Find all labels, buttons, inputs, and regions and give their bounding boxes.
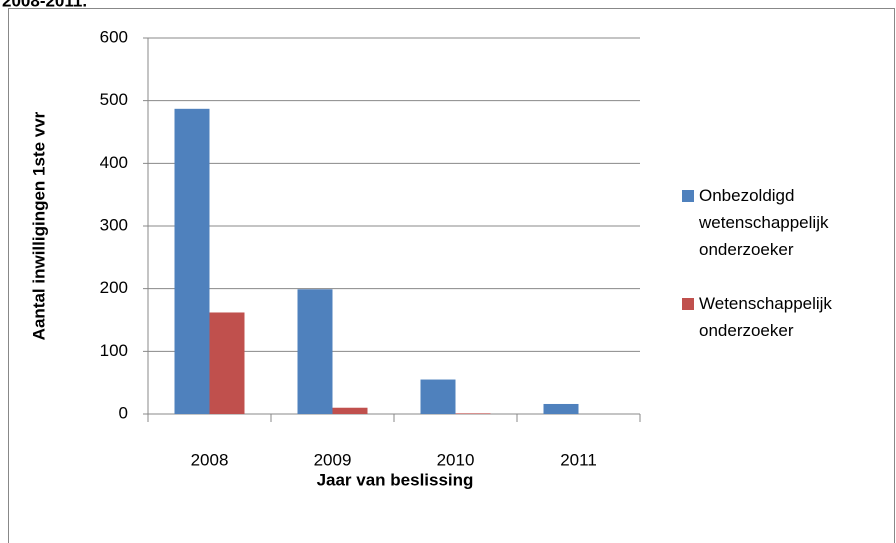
y-tick-label: 200 bbox=[100, 278, 128, 297]
legend-label: Wetenschappelijk onderzoeker bbox=[699, 294, 832, 340]
x-tick-label: 2009 bbox=[314, 450, 352, 469]
chart-title: 2008-2011. bbox=[2, 0, 87, 10]
x-axis-label: Jaar van beslissing bbox=[317, 470, 474, 489]
y-tick-label: 0 bbox=[119, 403, 128, 422]
bar bbox=[420, 379, 456, 414]
x-tick-label: 2010 bbox=[437, 450, 475, 469]
bar bbox=[209, 312, 245, 414]
y-tick-label: 500 bbox=[100, 90, 128, 109]
legend-swatch bbox=[682, 298, 694, 310]
y-axis-label: Aantal inwilligingen 1ste vvr bbox=[29, 111, 48, 340]
bar bbox=[332, 407, 368, 414]
y-tick-label: 600 bbox=[100, 27, 128, 46]
legend-swatch bbox=[682, 190, 694, 202]
y-tick-label: 100 bbox=[100, 341, 128, 360]
y-tick-label: 400 bbox=[100, 153, 128, 172]
bar bbox=[174, 108, 210, 415]
x-tick-label: 2008 bbox=[191, 450, 229, 469]
legend-label: Onbezoldigd wetenschappelijk onderzoeker bbox=[699, 186, 829, 259]
bar bbox=[297, 289, 333, 414]
x-tick-label: 2011 bbox=[560, 450, 597, 469]
chart-border bbox=[8, 8, 895, 543]
y-tick-label: 300 bbox=[100, 215, 128, 234]
bar bbox=[543, 403, 579, 414]
bar bbox=[455, 413, 491, 414]
